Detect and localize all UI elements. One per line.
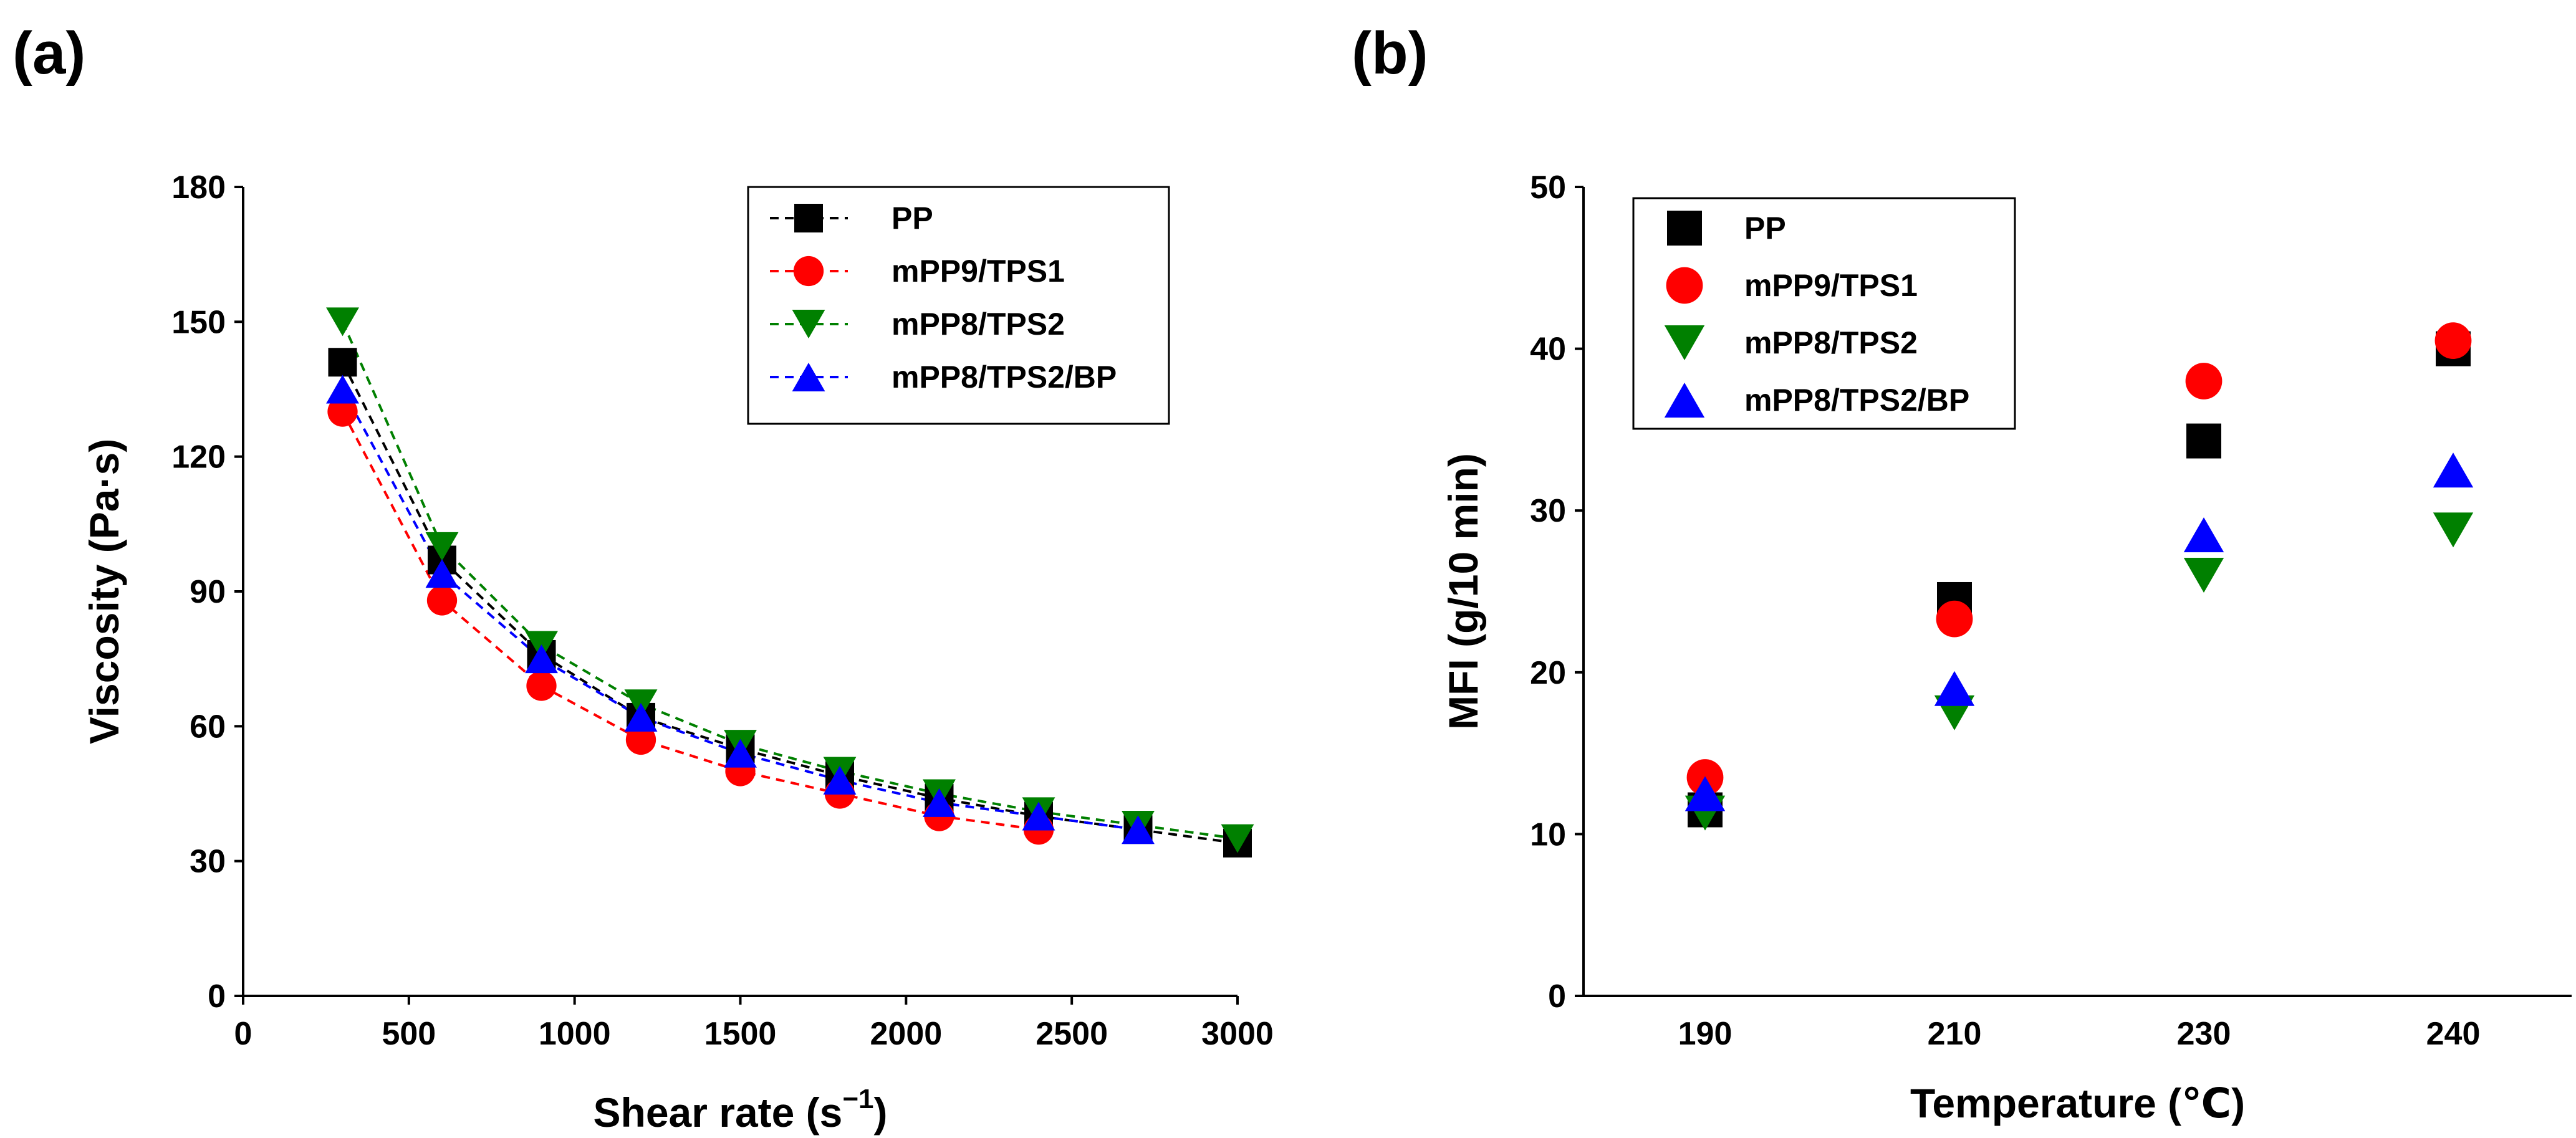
- chart-a-xlabel: Shear rate (s−1): [593, 1084, 887, 1136]
- chart-b-ytick-label: 40: [1530, 332, 1566, 368]
- chart-b-legend-marker-pp: [1667, 211, 1702, 246]
- chart-a-xtick-label: 3000: [1201, 1016, 1274, 1052]
- chart-b-point-pp: [2186, 423, 2221, 459]
- chart-a-ytick-label: 0: [208, 978, 226, 1015]
- chart-a-viscosity: 0 30 60 90 120 150 180 0 500 1000 1500 2000 2500 3000…: [81, 170, 1274, 1136]
- chart-a-xtick-label: 500: [382, 1016, 436, 1052]
- chart-a-point-mpp8-tps2-bp: [1122, 815, 1155, 844]
- chart-b-legend-marker-mpp8-tps2: [1664, 325, 1705, 360]
- chart-b-point-mpp8-tps2: [2183, 558, 2224, 593]
- chart-a-ytick-label: 180: [171, 170, 226, 206]
- chart-a-point-mpp8-tps2-bp: [525, 644, 558, 674]
- panel-a-label: (a): [12, 20, 85, 87]
- chart-b-point-mpp8-tps2-bp: [2183, 517, 2224, 553]
- chart-b-point-mpp9-tps1: [2185, 363, 2223, 399]
- chart-a-xtick-label: 0: [234, 1016, 252, 1052]
- chart-a-point-mpp8-tps2-bp: [923, 788, 956, 817]
- chart-b-point-mpp8-tps2-bp: [1934, 671, 1975, 706]
- chart-a-line-mpp9-tps1: [341, 411, 1039, 831]
- chart-b-point-mpp9-tps1: [2434, 322, 2472, 360]
- chart-a-point-mpp8-tps2-bp: [1022, 801, 1055, 831]
- chart-a-xtick-label: 2000: [870, 1016, 942, 1052]
- chart-a-point-mpp9-tps1: [625, 724, 656, 755]
- chart-b-mfi: 0 10 20 30 40 50 190 210 230 240 MFI (g/10 min) Tem…: [1440, 170, 2572, 1126]
- chart-a-point-mpp9-tps1: [327, 396, 358, 427]
- chart-b-xtick-label: 190: [1678, 1016, 1733, 1052]
- chart-b-ytick-label: 10: [1530, 816, 1566, 853]
- chart-a-point-mpp9-tps1: [426, 585, 458, 616]
- chart-b-point-mpp8-tps2: [2433, 512, 2474, 548]
- chart-a-legend-label-mpp8-tps2-bp: mPP8/TPS2/BP: [892, 360, 1117, 394]
- chart-b-xlabel: Temperature (℃): [1910, 1080, 2245, 1126]
- chart-a-xtick-label: 2500: [1036, 1016, 1108, 1052]
- chart-b-legend-marker-mpp9-tps1: [1666, 267, 1703, 304]
- chart-b-legend-label-pp: PP: [1744, 211, 1786, 246]
- chart-a-point-pp: [328, 348, 357, 377]
- chart-a-xtick-label: 1000: [539, 1016, 611, 1052]
- panel-b-label: (b): [1352, 20, 1428, 87]
- chart-a-ytick-label: 90: [190, 574, 226, 610]
- chart-b-xtick-label: 230: [2177, 1016, 2231, 1052]
- chart-a-legend-label-pp: PP: [892, 201, 933, 236]
- chart-b-legend-label-mpp8-tps2: mPP8/TPS2: [1744, 325, 1918, 360]
- chart-a-point-mpp8-tps2: [1221, 824, 1254, 853]
- chart-a-line-mpp8-tps2: [341, 321, 1238, 840]
- chart-a-point-mpp8-tps2-bp: [724, 739, 757, 768]
- chart-b-point-mpp8-tps2-bp: [2433, 452, 2474, 488]
- chart-a-point-mpp9-tps1: [526, 671, 557, 701]
- chart-a-legend-label-mpp8-tps2: mPP8/TPS2: [892, 307, 1065, 342]
- chart-b-legend-label-mpp9-tps1: mPP9/TPS1: [1744, 268, 1918, 303]
- chart-b-point-mpp9-tps1: [1936, 600, 1973, 638]
- chart-a-point-mpp8-tps2-bp: [823, 765, 857, 795]
- chart-a-xtick-label: 1500: [704, 1016, 777, 1052]
- chart-a-ytick-label: 30: [190, 844, 226, 880]
- chart-b-legend-label-mpp8-tps2-bp: mPP8/TPS2/BP: [1744, 383, 1969, 418]
- chart-a-point-mpp8-tps2-bp: [624, 702, 658, 732]
- chart-b-point-mpp8-tps2-bp: [1684, 776, 1726, 811]
- chart-a-legend-marker-mpp9-tps1: [793, 256, 824, 287]
- chart-b-xtick-label: 240: [2426, 1016, 2481, 1052]
- chart-a-line-pp: [341, 361, 1238, 844]
- chart-a-legend-label-mpp9-tps1: mPP9/TPS1: [892, 254, 1065, 289]
- chart-a-ytick-label: 120: [171, 439, 226, 476]
- chart-b-ytick-label: 0: [1548, 978, 1566, 1015]
- chart-b-ytick-label: 20: [1530, 655, 1566, 691]
- chart-a-point-mpp8-tps2-bp: [425, 559, 459, 588]
- chart-a-legend-marker-mpp8-tps2-bp: [792, 363, 825, 391]
- chart-a-legend-marker-pp: [794, 204, 823, 232]
- chart-a-ylabel: Viscosity (Pa·s): [81, 439, 127, 744]
- chart-a-legend-marker-mpp8-tps2: [792, 310, 825, 338]
- chart-a-point-mpp8-tps2: [425, 532, 459, 561]
- chart-a-ytick-label: 150: [171, 304, 226, 340]
- chart-a-point-mpp8-tps2-bp: [326, 375, 359, 404]
- chart-a-ytick-label: 60: [190, 709, 226, 745]
- chart-b-ytick-label: 30: [1530, 493, 1566, 529]
- chart-b-xtick-label: 210: [1928, 1016, 1982, 1052]
- chart-a-point-mpp8-tps2: [326, 307, 359, 337]
- chart-b-ytick-label: 50: [1530, 170, 1566, 206]
- chart-b-ylabel: MFI (g/10 min): [1440, 453, 1486, 730]
- chart-b-legend-marker-mpp8-tps2-bp: [1664, 383, 1705, 418]
